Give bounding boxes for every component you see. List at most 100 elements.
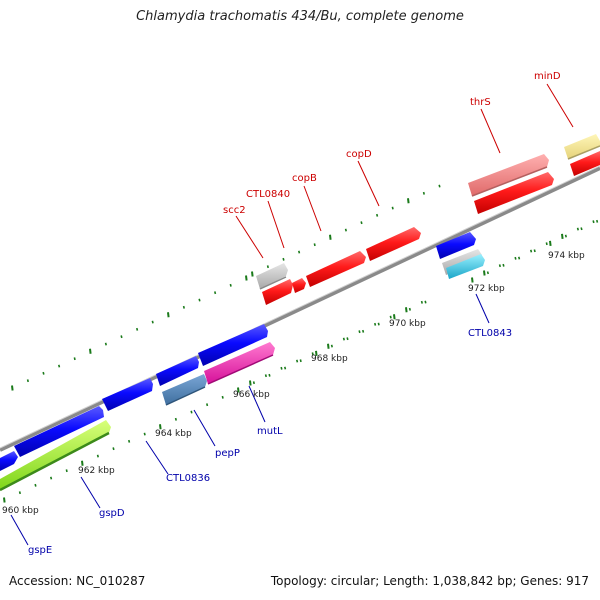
kbp-label: 964 kbp [155,429,192,439]
tick-mark [229,283,232,287]
label-leaders [10,83,574,546]
tick-mark [377,322,380,326]
tick-mark [408,307,411,311]
tick-mark [104,342,107,346]
tick-mark [42,371,45,375]
tick-mark [329,234,332,240]
gene-label-copd[interactable]: copD [346,149,372,160]
tick-mark [50,476,53,480]
tick-mark [296,359,299,363]
outer-reverse-row [0,249,485,492]
tick-mark [502,263,505,267]
tick-mark [298,250,301,254]
gene-feature[interactable] [198,324,268,366]
tick-mark [282,257,285,261]
tick-mark [330,344,333,348]
tick-mark [564,234,567,238]
gene-feature[interactable] [256,263,288,289]
tick-mark [530,249,533,253]
tick-mark [151,320,154,324]
gene-feature[interactable] [0,420,111,490]
leader-copd [357,160,380,207]
tick-mark [11,385,14,391]
tick-mark [143,432,146,436]
tick-mark [483,270,486,276]
tick-mark [96,454,99,458]
accession-text: Accession: NC_010287 [9,574,146,588]
leader-pepp [193,409,216,447]
tick-mark [358,330,361,334]
gene-label-ctl0843[interactable]: CTL0843 [468,328,512,339]
gene-label-scc2[interactable]: scc2 [223,205,246,216]
map-title: Chlamydia trachomatis 434/Bu, complete g… [136,9,464,24]
gene-feature[interactable] [446,254,485,279]
tick-mark [313,243,316,247]
gene-feature-shadow [567,145,600,160]
tick-mark [393,314,396,320]
tick-mark [252,381,255,385]
leader-thrs [480,108,501,154]
gene-feature[interactable] [474,172,554,214]
leader-mutl [248,385,266,423]
tick-mark [26,379,29,383]
tick-mark [81,460,84,466]
tick-mark [58,364,61,368]
reverse-gene-labels: gspE gspD CTL0836 pepP mutL CTL0843 [28,328,512,556]
gene-label-gspd[interactable]: gspD [99,508,125,519]
kbp-labels: 960 kbp 962 kbp 964 kbp 966 kbp 968 kbp … [2,251,585,516]
gene-feature[interactable] [570,151,600,176]
tick-mark [237,387,240,393]
gene-feature-shadow [0,431,110,492]
tick-mark [264,374,267,378]
tick-mark [268,373,271,377]
tick-mark [346,337,349,341]
gene-feature[interactable] [162,374,207,405]
leader-gspe [10,514,29,546]
gene-feature-shadow [259,276,287,290]
leader-ctl0836 [145,440,169,475]
gene-label-gspe[interactable]: gspE [28,545,52,556]
leader-mind [546,83,574,128]
gene-feature[interactable] [366,227,421,261]
tick-mark [391,206,394,210]
gene-label-mind[interactable]: minD [534,71,561,82]
genome-backbone [0,166,600,452]
gene-feature[interactable] [468,154,549,196]
gene-feature[interactable] [0,451,18,471]
gene-feature[interactable] [306,251,366,287]
gene-feature[interactable] [262,279,293,305]
tick-mark [182,305,185,309]
tick-mark [362,329,365,333]
gene-label-ctl0840[interactable]: CTL0840 [246,189,290,200]
gene-feature[interactable] [564,134,600,159]
gene-label-thrs[interactable]: thrS [470,97,491,108]
gene-label-copb[interactable]: copB [292,173,317,184]
gene-feature[interactable] [292,278,306,293]
tick-mark [136,327,139,331]
tick-mark [315,350,318,357]
tick-mark [471,277,474,283]
kbp-label: 972 kbp [468,284,505,294]
tick-mark [120,335,123,339]
tick-mark [327,343,330,349]
tick-mark [561,233,564,240]
gene-label-pepp[interactable]: pepP [215,448,240,459]
gene-feature[interactable] [156,356,199,386]
tick-mark [18,491,21,495]
tick-mark [245,275,248,281]
tick-mark [128,439,131,443]
gene-feature[interactable] [436,232,476,259]
tick-mark [280,366,283,370]
leader-scc2 [235,215,264,259]
tick-mark [214,291,217,295]
kbp-label: 974 kbp [548,251,585,261]
gene-feature[interactable] [204,342,275,384]
tick-mark [596,219,599,223]
tick-mark [159,424,162,430]
tick-mark [514,256,517,260]
tick-mark [89,348,92,354]
gene-feature[interactable] [102,378,153,411]
gene-label-mutl[interactable]: mutL [257,426,283,437]
gene-label-ctl0836[interactable]: CTL0836 [166,473,210,484]
gene-feature[interactable] [14,406,104,457]
